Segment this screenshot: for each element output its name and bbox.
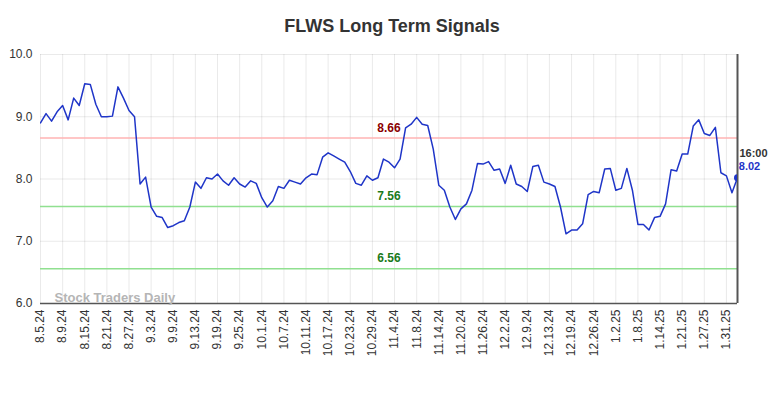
svg-text:9.9.24: 9.9.24 — [166, 309, 180, 343]
svg-text:12.9.24: 12.9.24 — [520, 309, 534, 349]
svg-text:1.31.25: 1.31.25 — [719, 309, 733, 349]
svg-text:8.66: 8.66 — [377, 121, 401, 135]
svg-text:10.17.24: 10.17.24 — [321, 309, 335, 356]
svg-text:1.2.25: 1.2.25 — [609, 309, 623, 343]
svg-text:8.9.24: 8.9.24 — [55, 309, 69, 343]
svg-text:7.56: 7.56 — [377, 189, 401, 203]
svg-text:11.14.24: 11.14.24 — [432, 309, 446, 355]
svg-text:11.26.24: 11.26.24 — [476, 309, 490, 355]
svg-text:6.0: 6.0 — [16, 296, 33, 310]
html-text:FLWS Long Term Signals: FLWS Long Term Signals — [284, 16, 500, 36]
svg-text:11.4.24: 11.4.24 — [387, 309, 401, 348]
svg-text:8.0: 8.0 — [16, 172, 33, 186]
svg-text:Stock Traders Daily: Stock Traders Daily — [55, 290, 176, 305]
svg-text:10.29.24: 10.29.24 — [365, 309, 379, 356]
svg-text:8.21.24: 8.21.24 — [100, 309, 114, 349]
svg-text:9.0: 9.0 — [16, 110, 33, 124]
svg-text:10.11.24: 10.11.24 — [299, 309, 313, 355]
svg-text:9.3.24: 9.3.24 — [144, 309, 158, 343]
svg-text:10.7.24: 10.7.24 — [277, 309, 291, 349]
svg-text:12.2.24: 12.2.24 — [498, 309, 512, 349]
svg-text:10.0: 10.0 — [9, 47, 33, 61]
svg-text:8.15.24: 8.15.24 — [78, 309, 92, 349]
svg-text:12.19.24: 12.19.24 — [564, 309, 578, 356]
svg-text:6.56: 6.56 — [377, 251, 401, 265]
svg-text:1.8.25: 1.8.25 — [631, 309, 645, 343]
svg-text:8.02: 8.02 — [739, 160, 760, 172]
svg-text:16:00: 16:00 — [739, 147, 767, 159]
svg-text:9.19.24: 9.19.24 — [210, 309, 224, 349]
svg-text:12.13.24: 12.13.24 — [542, 309, 556, 356]
svg-text:1.21.25: 1.21.25 — [675, 309, 689, 349]
svg-text:10.23.24: 10.23.24 — [343, 309, 357, 356]
svg-text:9.25.24: 9.25.24 — [232, 309, 246, 349]
svg-text:7.0: 7.0 — [16, 234, 33, 248]
svg-text:1.14.25: 1.14.25 — [653, 309, 667, 349]
svg-text:1.27.25: 1.27.25 — [697, 309, 711, 349]
svg-text:11.20.24: 11.20.24 — [454, 309, 468, 355]
svg-text:10.1.24: 10.1.24 — [255, 309, 269, 349]
svg-text:11.8.24: 11.8.24 — [409, 309, 423, 348]
svg-text:8.27.24: 8.27.24 — [122, 309, 136, 349]
svg-text:9.13.24: 9.13.24 — [188, 309, 202, 349]
svg-text:12.26.24: 12.26.24 — [587, 309, 601, 356]
svg-text:8.5.24: 8.5.24 — [33, 309, 47, 343]
